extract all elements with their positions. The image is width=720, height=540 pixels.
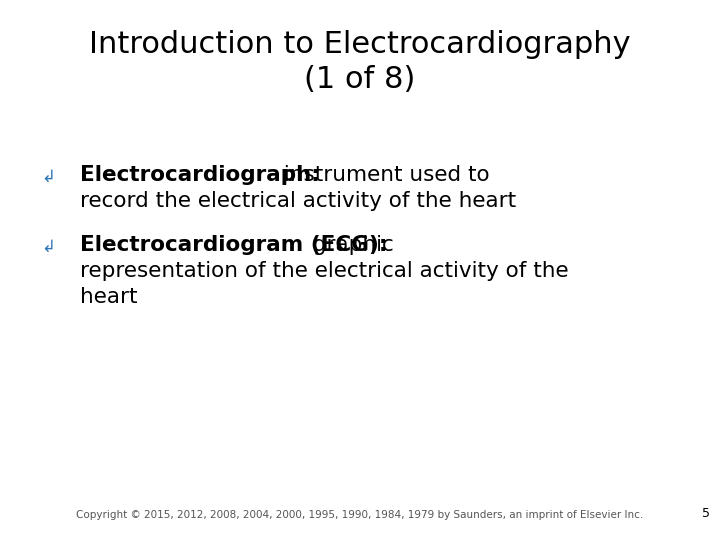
Text: Electrocardiograph:: Electrocardiograph: xyxy=(80,165,320,185)
Text: heart: heart xyxy=(80,287,138,307)
Text: record the electrical activity of the heart: record the electrical activity of the he… xyxy=(80,191,516,211)
Text: ↲: ↲ xyxy=(41,168,55,186)
Text: 5: 5 xyxy=(702,507,710,520)
Text: graphic: graphic xyxy=(306,235,394,255)
Text: Electrocardiogram (ECG):: Electrocardiogram (ECG): xyxy=(80,235,387,255)
Text: Copyright © 2015, 2012, 2008, 2004, 2000, 1995, 1990, 1984, 1979 by Saunders, an: Copyright © 2015, 2012, 2008, 2004, 2000… xyxy=(76,510,644,520)
Text: ↲: ↲ xyxy=(41,238,55,256)
Text: Introduction to Electrocardiography
(1 of 8): Introduction to Electrocardiography (1 o… xyxy=(89,30,631,94)
Text: representation of the electrical activity of the: representation of the electrical activit… xyxy=(80,261,569,281)
Text: instrument used to: instrument used to xyxy=(277,165,490,185)
